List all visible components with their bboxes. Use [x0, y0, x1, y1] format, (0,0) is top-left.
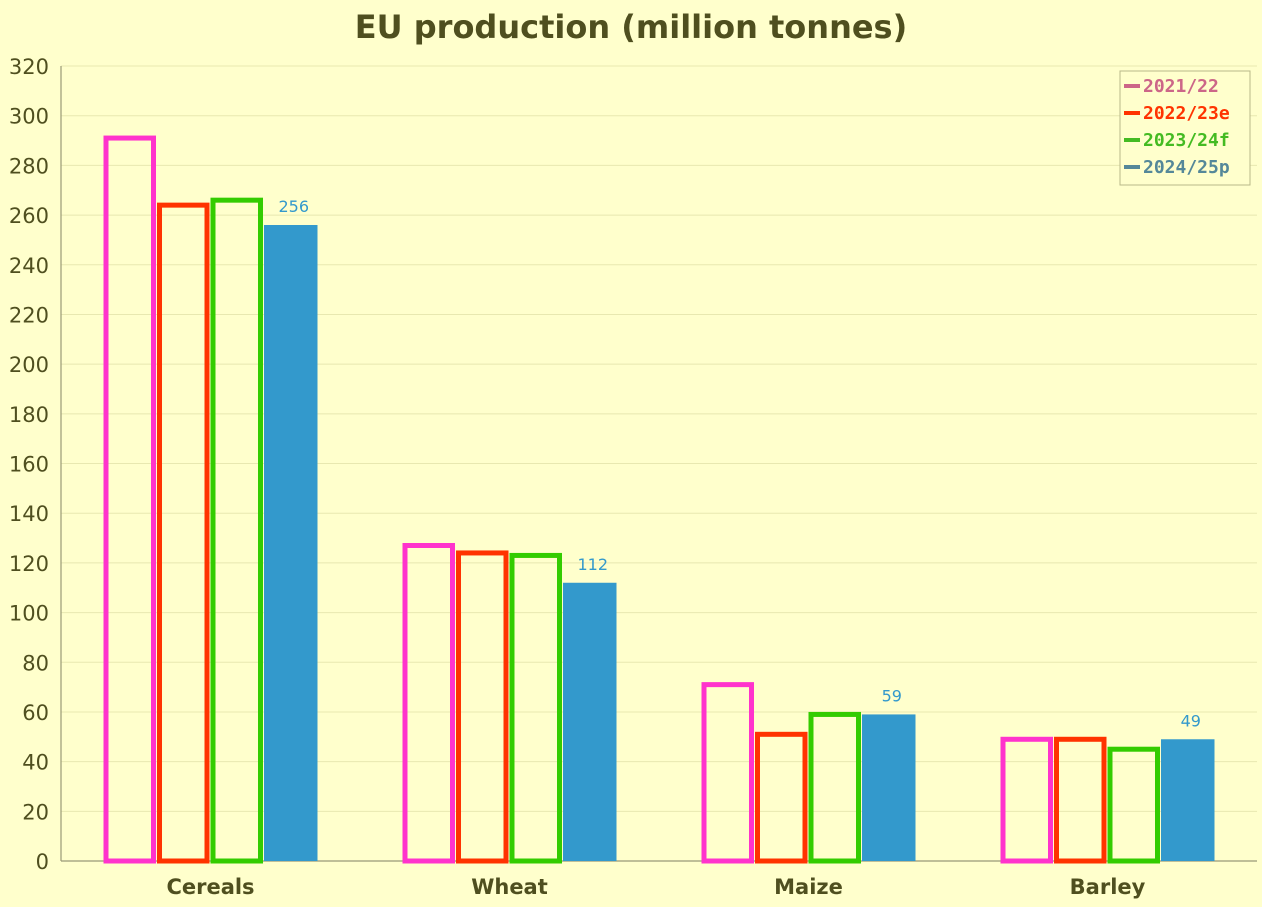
- data-label: 112: [577, 555, 608, 574]
- x-tick-label: Wheat: [471, 875, 548, 899]
- legend: 2021/22 2022/23e 2023/24f 2024/25p: [1119, 70, 1251, 186]
- legend-item-label: 2023/24f: [1143, 130, 1230, 151]
- bar-cereals-2023-24f: [210, 197, 263, 864]
- y-tick-label: 300: [9, 105, 49, 129]
- bar-maize-2023-24f: [808, 711, 861, 864]
- y-tick-label: 260: [9, 204, 49, 228]
- y-tick-label: 320: [9, 55, 49, 79]
- bar-wheat-2023-24f: [509, 552, 562, 864]
- legend-item-label: 2021/22: [1143, 76, 1219, 97]
- bar-barley-2021-22: [1000, 736, 1053, 864]
- data-label: 49: [1181, 711, 1201, 730]
- legend-item-label: 2024/25p: [1143, 157, 1230, 178]
- bar-cereals-2021-22: [103, 135, 156, 864]
- y-tick-label: 280: [9, 154, 49, 178]
- y-tick-label: 220: [9, 303, 49, 327]
- bar-wheat-2022-23e: [456, 550, 509, 864]
- bar-barley-2024-25p: [1161, 739, 1215, 861]
- y-tick-label: 40: [22, 751, 49, 775]
- data-labels: 256 112 59 49: [278, 197, 1200, 730]
- chart-title: EU production (million tonnes): [355, 8, 907, 46]
- data-label: 256: [278, 197, 309, 216]
- y-tick-label: 120: [9, 552, 49, 576]
- y-tick-label: 80: [22, 651, 49, 675]
- bar-cereals-2022-23e: [157, 202, 210, 864]
- bar-barley-2022-23e: [1054, 736, 1107, 864]
- bar-wheat-2021-22: [402, 543, 455, 864]
- y-tick-label: 160: [9, 453, 49, 477]
- y-tick-label: 240: [9, 254, 49, 278]
- y-tick-label: 200: [9, 353, 49, 377]
- bar-cereals-2024-25p: [264, 225, 318, 861]
- y-tick-label: 20: [22, 800, 49, 824]
- bar-barley-2023-24f: [1107, 746, 1160, 864]
- x-tick-label: Cereals: [166, 875, 254, 899]
- y-tick-label: 0: [36, 850, 49, 874]
- bars: [103, 135, 1215, 864]
- x-tick-label: Maize: [774, 875, 843, 899]
- y-tick-label: 60: [22, 701, 49, 725]
- y-tick-label: 180: [9, 403, 49, 427]
- legend-item-label: 2022/23e: [1143, 103, 1230, 124]
- gridlines: [61, 65, 1257, 812]
- x-tick-label: Barley: [1070, 875, 1146, 899]
- legend-box: [1119, 70, 1251, 186]
- y-tick-label: 100: [9, 602, 49, 626]
- bar-maize-2022-23e: [755, 731, 808, 864]
- data-label: 59: [882, 686, 902, 705]
- y-tick-label: 140: [9, 502, 49, 526]
- bar-wheat-2024-25p: [563, 582, 617, 861]
- axes: 0 20 40 60 80 100 120 140 160 180 200 220 240 260 280 3…: [9, 55, 1257, 899]
- bar-maize-2021-22: [701, 682, 754, 864]
- bar-maize-2024-25p: [862, 714, 916, 861]
